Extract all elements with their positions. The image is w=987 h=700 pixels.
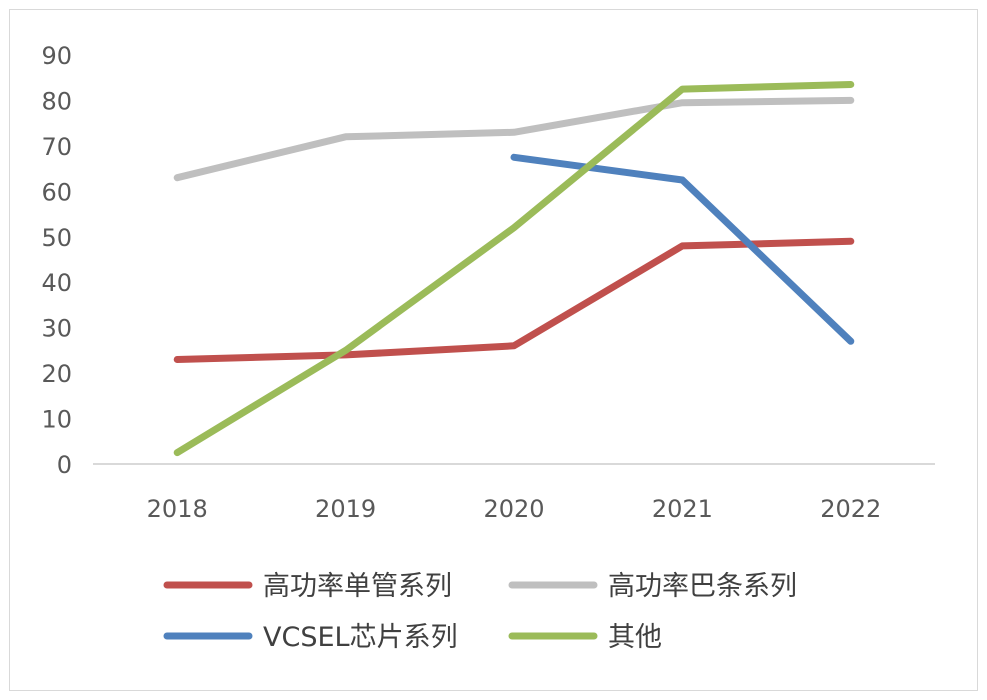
y-tick-label: 10 — [41, 406, 72, 434]
y-tick-label: 70 — [41, 133, 72, 161]
y-tick-label: 0 — [57, 451, 72, 479]
x-tick-label: 2018 — [147, 495, 208, 523]
y-tick-label: 80 — [41, 87, 72, 115]
legend: 高功率单管系列 高功率巴条系列 VCSEL芯片系列 其他 — [163, 571, 797, 653]
x-axis: 2018 2019 2020 2021 2022 — [93, 463, 935, 523]
y-tick-label: 50 — [41, 224, 72, 252]
legend-label: VCSEL芯片系列 — [263, 622, 458, 653]
y-tick-label: 90 — [41, 42, 72, 70]
legend-label: 高功率单管系列 — [263, 571, 452, 602]
y-tick-label: 60 — [41, 178, 72, 206]
series-line-0 — [173, 237, 855, 363]
legend-label: 其他 — [608, 622, 662, 653]
x-tick-label: 2022 — [820, 495, 881, 523]
series-line-3 — [173, 81, 855, 457]
series-line-2 — [510, 153, 855, 345]
series-line-1 — [173, 96, 855, 182]
x-tick-label: 2019 — [315, 495, 376, 523]
x-tick-label: 2020 — [483, 495, 544, 523]
legend-label: 高功率巴条系列 — [608, 571, 797, 602]
x-tick-label: 2021 — [652, 495, 713, 523]
y-tick-label: 20 — [41, 360, 72, 388]
y-tick-label: 30 — [41, 315, 72, 343]
y-tick-label: 40 — [41, 269, 72, 297]
series-layer — [173, 81, 855, 457]
y-axis: 0 10 20 30 40 50 60 70 80 90 — [41, 42, 72, 479]
